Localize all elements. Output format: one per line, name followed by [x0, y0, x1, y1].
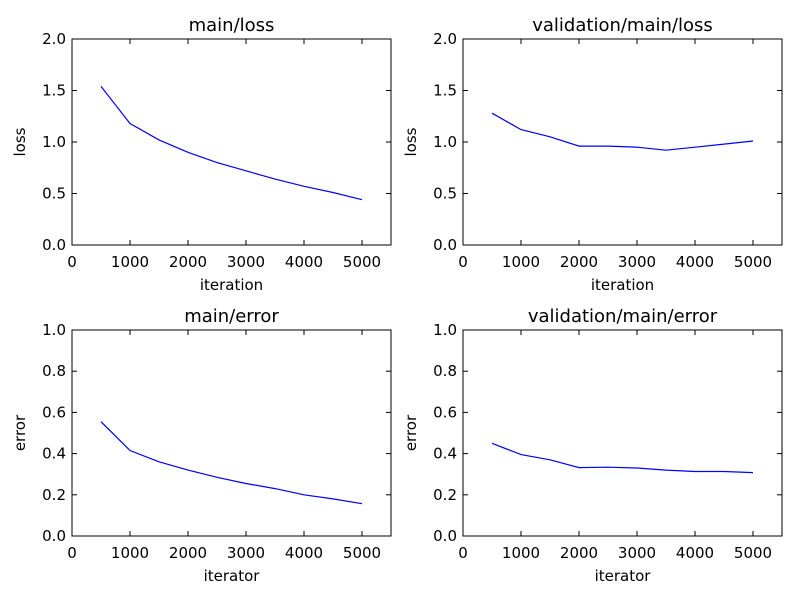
- y-tick-label: 0.0: [433, 236, 457, 254]
- x-axis-label: iterator: [595, 567, 652, 585]
- x-tick-label: 4000: [676, 253, 714, 271]
- y-tick-label: 1.5: [42, 82, 66, 100]
- y-axis-label: loss: [11, 127, 29, 156]
- plot-frame: [462, 329, 783, 537]
- y-tick-label: 0.4: [42, 445, 66, 463]
- x-tick-label: 1000: [502, 253, 540, 271]
- x-tick-label: 1000: [111, 253, 149, 271]
- subplot-2: validation/main/loss iteration loss 0 1000 20…: [402, 15, 783, 294]
- x-axis-label: iteration: [591, 276, 654, 294]
- y-tick-label: 2.0: [42, 30, 66, 48]
- x-tick-label: 0: [458, 544, 468, 562]
- x-tick-label: 4000: [285, 544, 323, 562]
- y-tick-label: 1.0: [42, 321, 66, 339]
- plot-frame: [71, 329, 392, 537]
- x-tick-label: 0: [458, 253, 468, 271]
- subplot-3: main/error iterator error 0 1000 2000 3000 4000…: [11, 306, 392, 585]
- chart-title: main/loss: [189, 15, 275, 36]
- y-tick-label: 0.0: [433, 527, 457, 545]
- subplot-1: main/loss iteration loss 0 1000 2000 3000 4000 5…: [11, 15, 392, 294]
- y-axis-label: error: [11, 414, 29, 451]
- y-tick-label: 0.5: [42, 185, 66, 203]
- x-tick-label: 2000: [169, 544, 207, 562]
- x-tick-label: 3000: [227, 544, 265, 562]
- chart-title: main/error: [184, 306, 279, 327]
- x-tick-label: 2000: [560, 253, 598, 271]
- x-tick-label: 3000: [618, 253, 656, 271]
- y-tick-label: 0.4: [433, 445, 457, 463]
- x-tick-label: 0: [67, 544, 77, 562]
- x-tick-label: 5000: [343, 544, 381, 562]
- plot-frame: [71, 38, 392, 246]
- series-line: [491, 442, 754, 474]
- x-tick-label: 3000: [618, 544, 656, 562]
- chart-title: validation/main/error: [528, 306, 718, 327]
- x-tick-label: 1000: [502, 544, 540, 562]
- y-tick-label: 0.0: [42, 527, 66, 545]
- y-tick-label: 0.6: [433, 403, 457, 421]
- plot-frame: [462, 38, 783, 246]
- x-tick-label: 4000: [285, 253, 323, 271]
- y-tick-label: 0.8: [42, 362, 66, 380]
- x-tick-label: 2000: [560, 544, 598, 562]
- y-tick-label: 1.5: [433, 82, 457, 100]
- series-line: [100, 86, 363, 201]
- x-tick-label: 3000: [227, 253, 265, 271]
- y-tick-label: 1.0: [433, 321, 457, 339]
- series-line: [491, 112, 754, 151]
- y-tick-label: 0.2: [433, 486, 457, 504]
- y-tick-label: 1.0: [42, 133, 66, 151]
- y-tick-label: 1.0: [433, 133, 457, 151]
- x-tick-label: 2000: [169, 253, 207, 271]
- y-axis-label: error: [402, 414, 420, 451]
- x-axis-label: iterator: [204, 567, 261, 585]
- chart-title: validation/main/loss: [532, 15, 713, 36]
- y-tick-label: 0.2: [42, 486, 66, 504]
- x-tick-label: 5000: [343, 253, 381, 271]
- x-tick-label: 0: [67, 253, 77, 271]
- x-axis-label: iteration: [200, 276, 263, 294]
- y-axis-label: loss: [402, 127, 420, 156]
- x-tick-label: 1000: [111, 544, 149, 562]
- y-tick-label: 0.5: [433, 185, 457, 203]
- y-tick-label: 0.0: [42, 236, 66, 254]
- y-tick-label: 0.6: [42, 403, 66, 421]
- x-tick-label: 5000: [734, 253, 772, 271]
- y-tick-label: 2.0: [433, 30, 457, 48]
- y-tick-label: 0.8: [433, 362, 457, 380]
- subplot-4: validation/main/error iterator error 0 1000 2…: [402, 306, 783, 585]
- x-tick-label: 5000: [734, 544, 772, 562]
- x-tick-label: 4000: [676, 544, 714, 562]
- series-line: [100, 421, 363, 505]
